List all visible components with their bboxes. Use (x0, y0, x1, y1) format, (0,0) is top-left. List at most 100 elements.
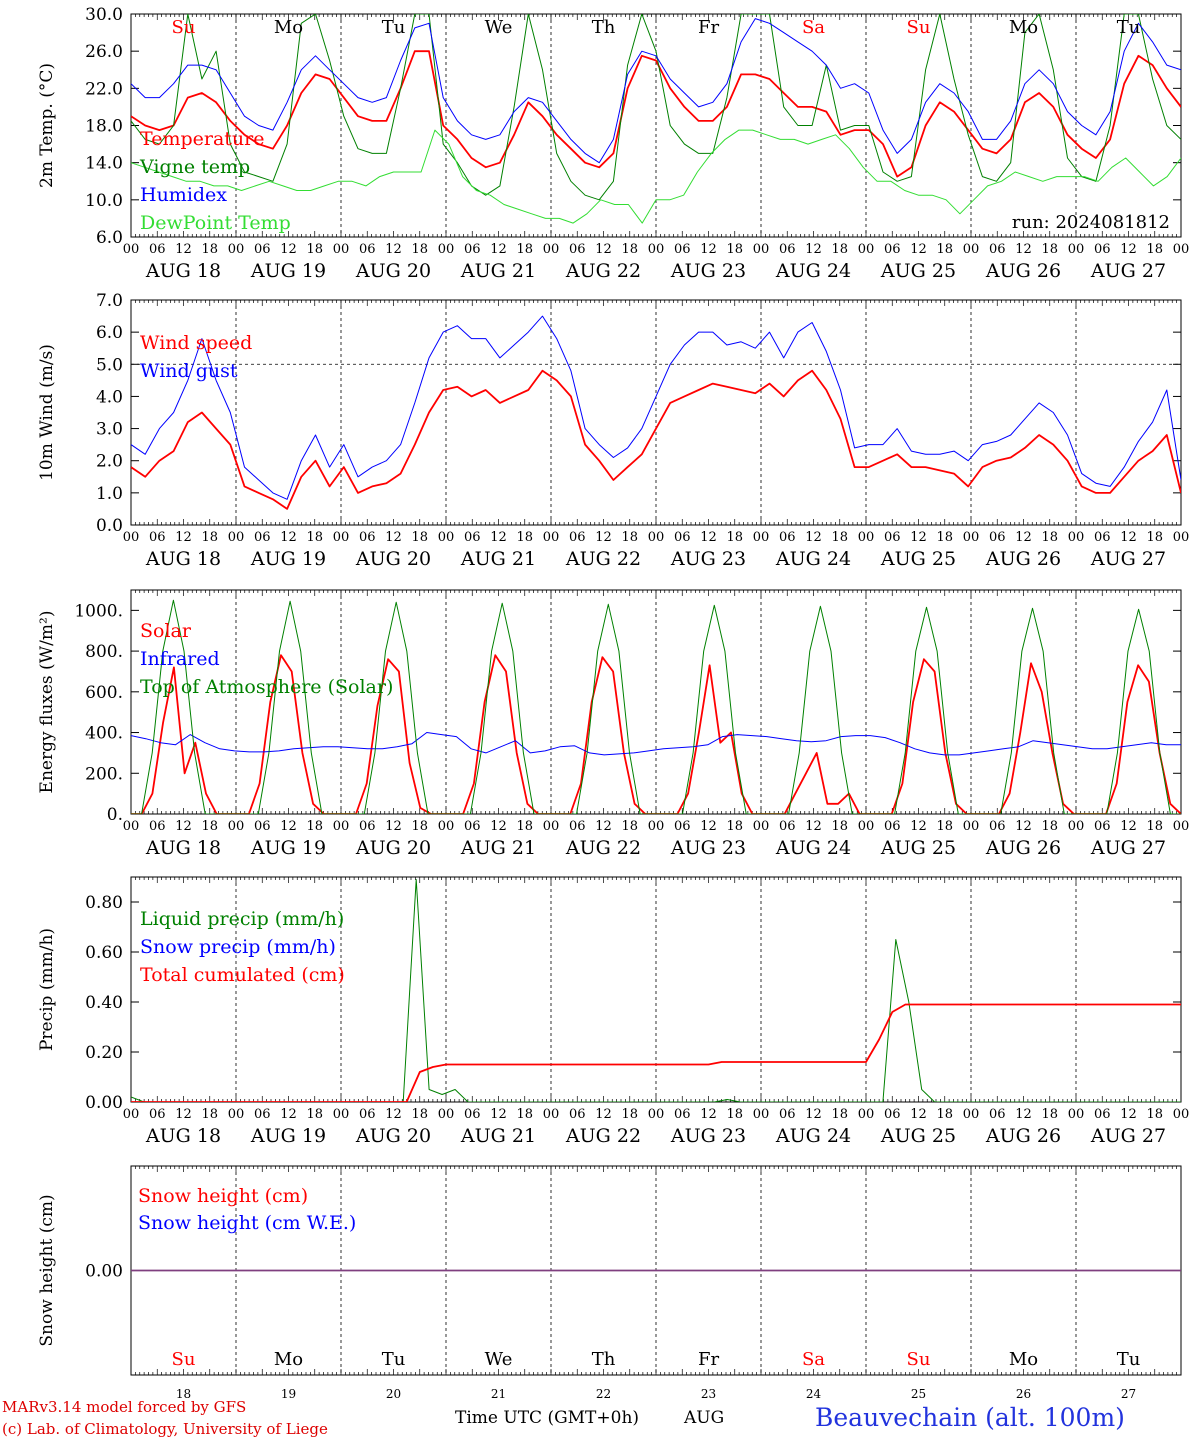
day-number-label: 21 (491, 1387, 506, 1401)
x-minor-ticks (130, 300, 1182, 525)
x-day-label: AUG 21 (460, 837, 536, 859)
x-hour-label: 06 (254, 819, 271, 834)
weekday-label: Tu (1117, 1349, 1141, 1370)
x-hour-label: 12 (700, 819, 717, 834)
x-hour-label: 18 (726, 1107, 743, 1122)
x-day-label: AUG 25 (880, 1125, 956, 1147)
y-tick-label: 30.0 (85, 5, 123, 25)
weekday-label: Mo (274, 1349, 303, 1370)
x-minor-ticks (130, 590, 1182, 814)
x-hour-label: 12 (280, 530, 297, 545)
y-axis-title: 2m Temp. (°C) (37, 63, 57, 188)
x-hour-label: 12 (805, 530, 822, 545)
y-axis-title: 10m Wind (m/s) (37, 344, 57, 481)
x-hour-label: 06 (1094, 242, 1111, 257)
y-axis-title: Energy fluxes (W/m²) (37, 611, 57, 794)
day-number-label: 27 (1121, 1387, 1136, 1401)
x-hour-label: 06 (569, 819, 586, 834)
x-hour-label: 06 (569, 242, 586, 257)
x-hour-label: 18 (201, 1107, 218, 1122)
series-top-of-atmosphere-solar (131, 599, 1181, 814)
weekday-label: Mo (1009, 1349, 1038, 1370)
x-hour-label: 06 (149, 242, 166, 257)
x-hour-label: 00 (1173, 242, 1190, 257)
x-day-label: AUG 24 (775, 837, 851, 859)
weekday-label: Tu (1117, 17, 1141, 38)
legend-wind-gust: Wind gust (140, 360, 238, 382)
x-day-label: AUG 25 (880, 260, 956, 282)
x-hour-label: 00 (438, 530, 455, 545)
x-day-label: AUG 27 (1090, 548, 1166, 570)
x-hour-label: 06 (464, 530, 481, 545)
x-hour-label: 18 (306, 242, 323, 257)
x-hour-label: 00 (123, 242, 140, 257)
day-number-label: 24 (806, 1387, 822, 1401)
x-hour-label: 00 (228, 1107, 245, 1122)
y-tick-label: 3.0 (96, 420, 123, 440)
x-hour-label: 18 (831, 242, 848, 257)
x-hour-label: 18 (516, 1107, 533, 1122)
x-hour-label: 00 (753, 1107, 770, 1122)
x-day-label: AUG 27 (1090, 1125, 1166, 1147)
plot-frame (130, 299, 1182, 526)
x-hour-label: 06 (779, 819, 796, 834)
x-hour-label: 12 (280, 819, 297, 834)
day-number-label: 18 (176, 1387, 191, 1401)
x-hour-label: 18 (306, 530, 323, 545)
x-hour-label: 12 (175, 242, 192, 257)
x-hour-label: 06 (1094, 530, 1111, 545)
x-hour-label: 00 (543, 242, 560, 257)
x-hour-label: 12 (910, 1107, 927, 1122)
weekday-label: Su (172, 1349, 196, 1370)
y-axis-title: Snow height (cm) (37, 1194, 57, 1346)
x-hour-label: 06 (464, 819, 481, 834)
legend-infrared: Infrared (140, 648, 220, 670)
series-group (131, 879, 1181, 1102)
x-hour-label: 12 (385, 819, 402, 834)
y-tick-label: 0.40 (85, 993, 123, 1013)
legend-top-of-atmosphere-solar: Top of Atmosphere (Solar) (140, 676, 393, 698)
x-hour-label: 12 (1015, 242, 1032, 257)
x-day-label: AUG 22 (565, 837, 641, 859)
run-label: run: 2024081812 (1012, 212, 1170, 233)
x-hour-label: 18 (1146, 819, 1163, 834)
weekday-label: Su (907, 17, 931, 38)
x-day-label: AUG 23 (670, 260, 746, 282)
x-day-label: AUG 18 (145, 1125, 221, 1147)
panel-10m-wind-m-s: 0.0 1.0 2.0 3.0 4.0 5.0 6.0 7.0 10m Wind (m/s) 00… (37, 291, 1189, 570)
weekday-label: We (485, 1349, 513, 1370)
day-number-label: 19 (281, 1387, 296, 1401)
x-hour-label: 12 (490, 242, 507, 257)
x-hour-label: 00 (543, 819, 560, 834)
x-hour-label: 00 (123, 530, 140, 545)
x-hour-label: 12 (910, 242, 927, 257)
y-tick-label: 0.20 (85, 1043, 123, 1063)
series-humidex (131, 18, 1181, 164)
x-hour-label: 00 (543, 1107, 560, 1122)
x-hour-label: 18 (936, 242, 953, 257)
series-dewpoint-temp (131, 129, 1181, 224)
y-tick-label: 0.00 (85, 1262, 123, 1282)
x-axis-title: Time UTC (GMT+0h) (455, 1408, 639, 1428)
x-hour-label: 06 (254, 530, 271, 545)
x-hour-label: 18 (621, 1107, 638, 1122)
x-hour-label: 00 (963, 819, 980, 834)
x-hour-label: 18 (411, 819, 428, 834)
weekday-label: Tu (382, 17, 406, 38)
x-minor-ticks (130, 1166, 1182, 1375)
x-minor-ticks (130, 877, 1182, 1102)
x-hour-label: 12 (700, 530, 717, 545)
weekday-label: Sa (802, 1349, 825, 1370)
panel-energy-fluxes-w-m: 0. 200. 400. 600. 800. 1000. Energy fluxes (W/… (37, 589, 1189, 859)
x-day-label: AUG 19 (250, 260, 326, 282)
footer: MARv3.14 model forced by GFS (c) Lab. of… (2, 1398, 1125, 1438)
x-hour-label: 18 (1041, 530, 1058, 545)
x-day-label: AUG 26 (985, 837, 1061, 859)
x-hour-label: 12 (385, 530, 402, 545)
day-number-label: 26 (1016, 1387, 1031, 1401)
weekday-label: Mo (274, 17, 303, 38)
series-wind-gust (131, 315, 1181, 500)
x-hour-label: 00 (1068, 819, 1085, 834)
x-hour-label: 06 (569, 530, 586, 545)
x-hour-label: 06 (359, 819, 376, 834)
